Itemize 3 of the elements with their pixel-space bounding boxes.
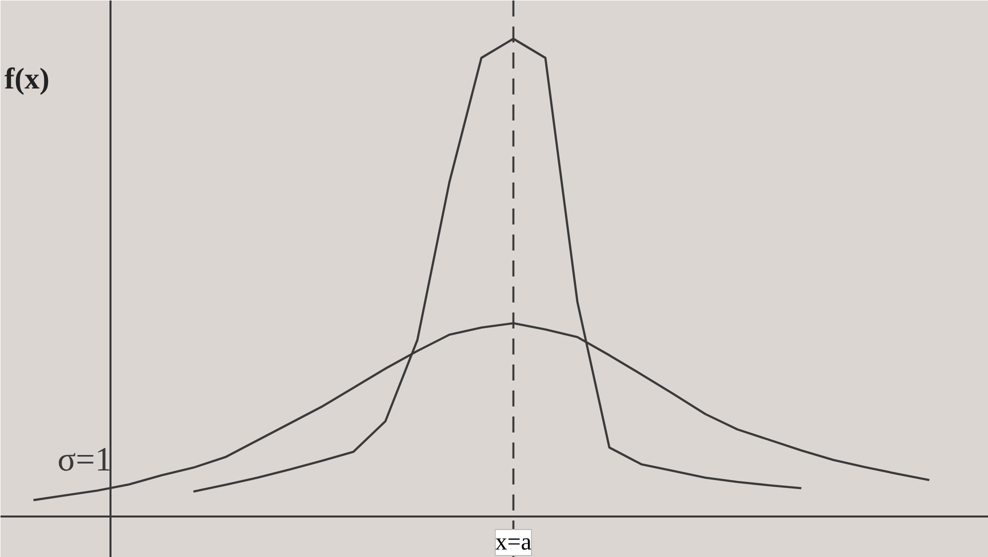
y-axis-title: f(x)	[4, 62, 50, 96]
series-label: σ=1	[57, 442, 112, 479]
text: x=a	[495, 530, 532, 556]
